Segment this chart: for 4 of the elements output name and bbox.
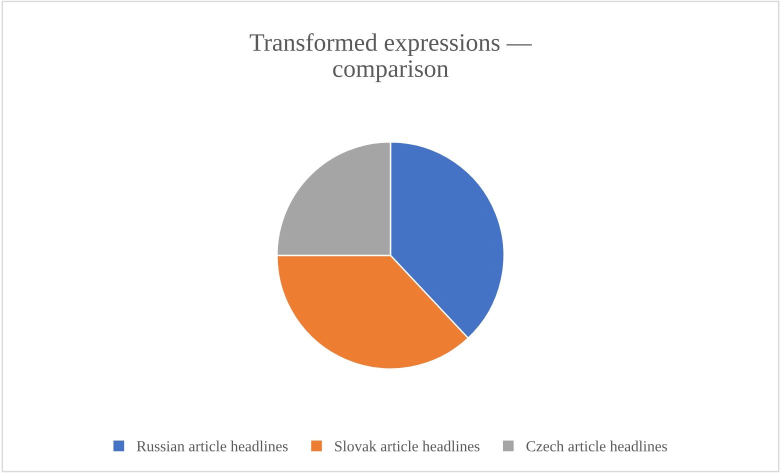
legend-label: Russian article headlines — [136, 440, 288, 452]
legend-label: Czech article headlines — [526, 440, 667, 452]
legend-label: Slovak article headlines — [335, 440, 480, 452]
chart-title: Transformed expressions — comparison — [250, 33, 532, 82]
